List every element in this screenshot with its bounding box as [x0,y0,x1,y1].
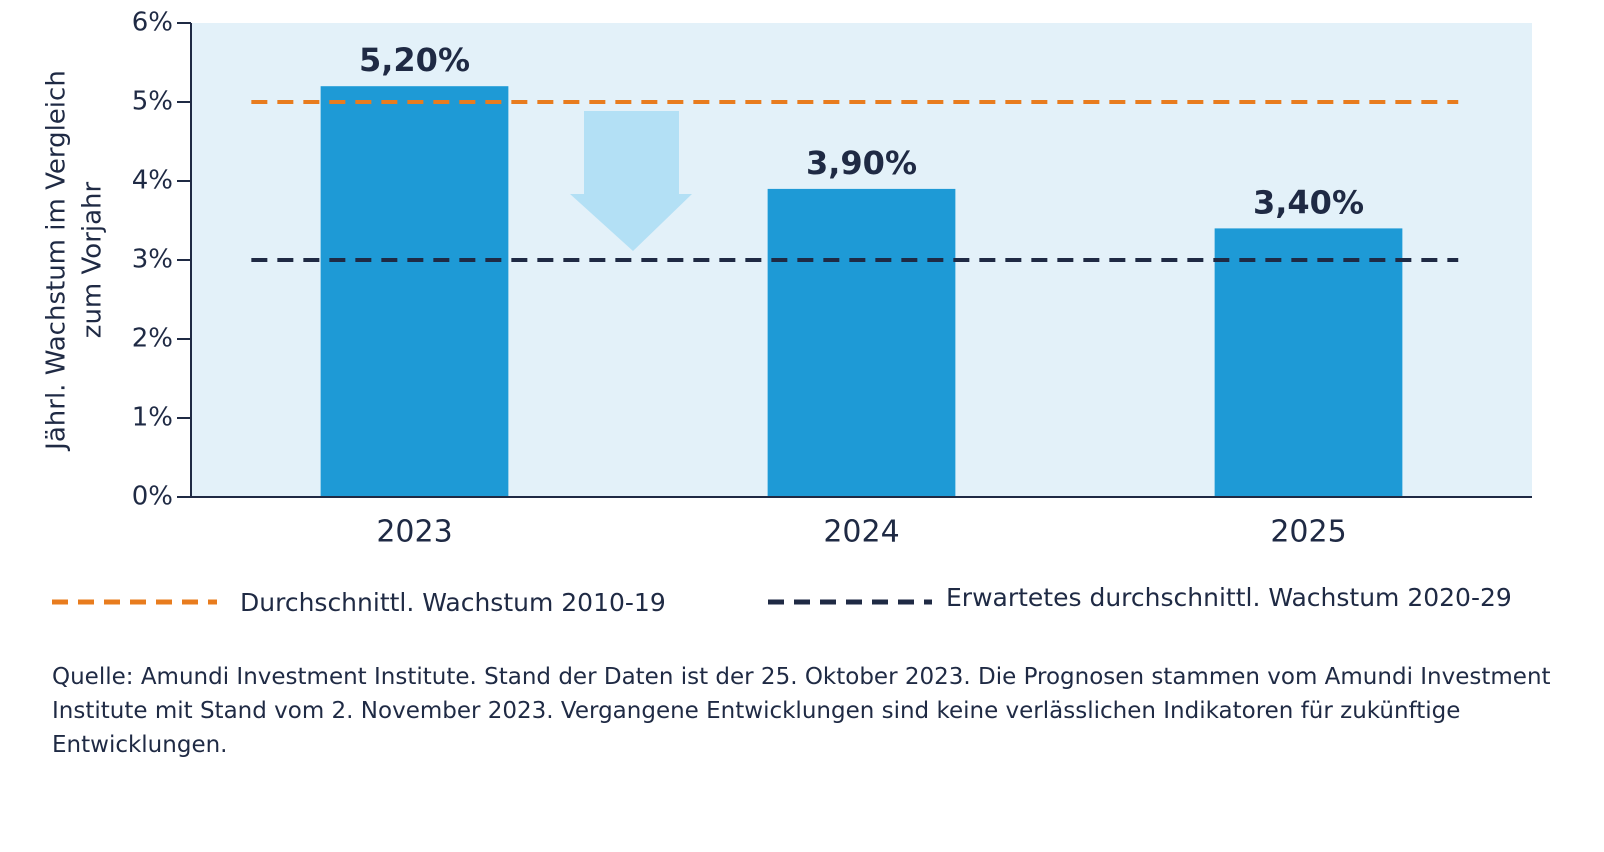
y-tick-label: 3% [132,245,173,275]
bar [1214,228,1403,497]
trend-arrow [570,111,692,251]
x-tick-label: 2024 [823,515,899,550]
y-axis-label: Jährl. Wachstum im Vergleich [42,70,72,452]
y-tick-label: 1% [132,403,173,433]
chart: 0% 1% 2% 3% 4% 5% 6% Jährl. Wachstum im Verglei… [42,8,1532,617]
bar [767,188,956,497]
arrow-shaft [584,111,679,194]
y-tick-label: 0% [132,482,173,512]
x-tick-label: 2023 [376,515,452,550]
legend-label: Durchschnittl. Wachstum 2010-19 [240,588,666,617]
data-label: 5,20% [359,41,470,79]
arrow-head [570,194,692,251]
y-axis-label: zum Vorjahr [78,181,108,338]
data-label: 3,90% [806,144,917,182]
source-note: Quelle: Amundi Investment Institute. Sta… [52,664,1551,758]
y-tick-label: 4% [132,166,173,196]
data-label: 3,40% [1253,183,1364,221]
y-tick-label: 6% [132,8,173,38]
legend-label: Erwartetes durchschnittl. Wachstum 2020-… [946,583,1512,612]
bar [320,86,509,497]
y-tick-label: 5% [132,87,173,117]
y-tick-label: 2% [132,324,173,354]
x-tick-label: 2025 [1270,515,1346,550]
